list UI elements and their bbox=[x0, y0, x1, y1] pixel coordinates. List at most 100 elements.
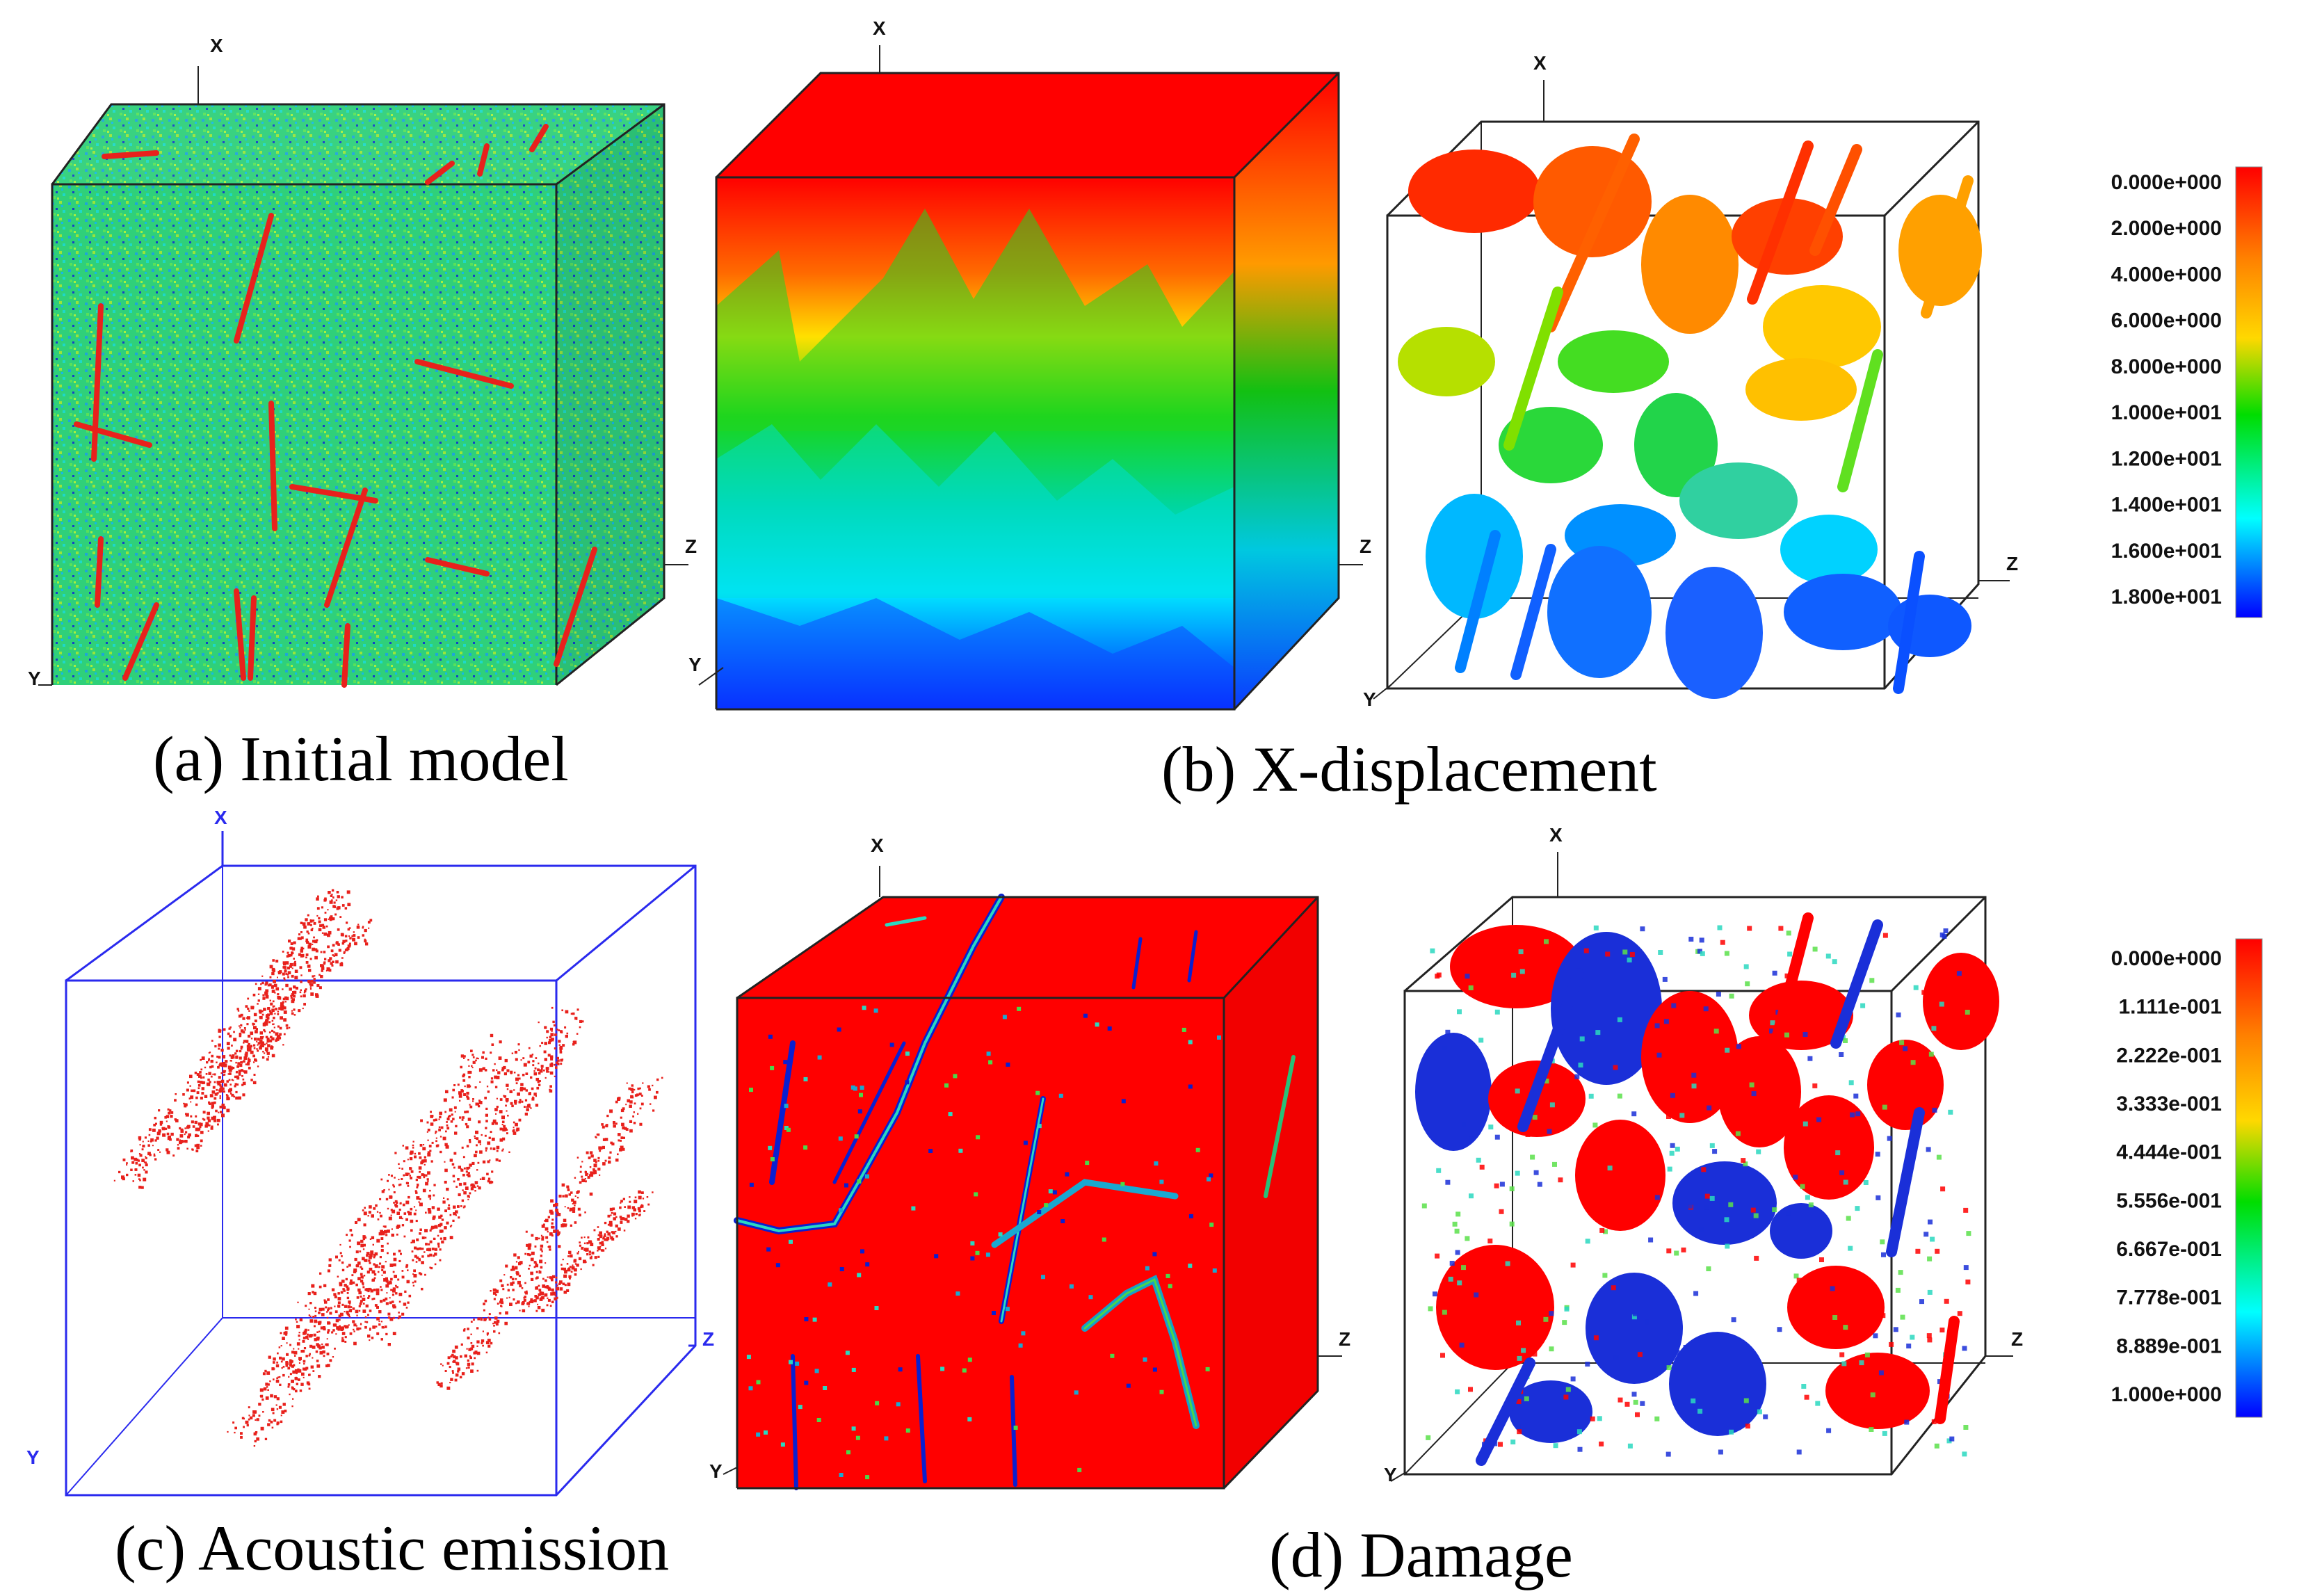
ae-event-point bbox=[537, 1306, 541, 1309]
damage-flaw-speck bbox=[1931, 1419, 1937, 1424]
ae-event-point bbox=[298, 953, 301, 956]
ae-event-point bbox=[309, 1319, 314, 1323]
ae-event-point bbox=[467, 1362, 471, 1367]
damage-flaw-speck bbox=[1521, 1348, 1526, 1353]
damage-flaw-speck bbox=[1613, 1065, 1618, 1070]
ae-event-point bbox=[464, 1354, 467, 1357]
damage-speck bbox=[860, 1249, 864, 1254]
ae-event-point bbox=[549, 1035, 552, 1039]
ae-event-point bbox=[538, 1293, 541, 1296]
damage-speck bbox=[838, 1136, 843, 1141]
ae-event-point bbox=[347, 903, 351, 907]
ae-event-point bbox=[562, 1282, 565, 1286]
ae-event-point bbox=[233, 1031, 235, 1033]
ae-event-point bbox=[396, 1233, 398, 1236]
ae-event-point bbox=[201, 1087, 204, 1090]
ae-event-point bbox=[137, 1159, 140, 1162]
ae-event-point bbox=[447, 1207, 451, 1210]
ae-event-point bbox=[322, 965, 325, 967]
ae-event-point bbox=[308, 1308, 310, 1310]
ae-event-point bbox=[257, 1065, 259, 1067]
colorbar-tick-label: 2.000e+000 bbox=[2111, 217, 2222, 240]
damage-flaw-speck bbox=[1654, 1195, 1660, 1200]
damage-flaw-speck bbox=[1704, 1193, 1710, 1199]
ae-event-point bbox=[243, 1070, 245, 1073]
ae-event-point bbox=[265, 1035, 268, 1039]
ae-event-point bbox=[637, 1113, 639, 1115]
ae-event-point bbox=[427, 1151, 430, 1154]
ae-event-point bbox=[280, 1016, 283, 1020]
ae-event-point bbox=[134, 1157, 138, 1161]
ae-event-point bbox=[472, 1098, 474, 1100]
ae-event-point bbox=[414, 1155, 417, 1159]
ae-event-point bbox=[583, 1236, 586, 1239]
damage-flaw-speck bbox=[1808, 1202, 1814, 1208]
colorbar-tick-label: 0.000e+000 bbox=[2111, 171, 2222, 194]
ae-event-point bbox=[369, 1262, 371, 1264]
ae-event-point bbox=[453, 1166, 455, 1169]
ae-event-point bbox=[330, 917, 334, 921]
ae-event-point bbox=[549, 1071, 554, 1075]
ae-event-point bbox=[608, 1160, 611, 1164]
ae-event-point bbox=[209, 1081, 211, 1083]
ae-event-point bbox=[449, 1159, 453, 1162]
damage-speck bbox=[1074, 1390, 1079, 1395]
ae-event-point bbox=[530, 1271, 533, 1275]
ae-event-point bbox=[213, 1097, 217, 1100]
ae-event-point bbox=[347, 928, 350, 931]
damage-flaw-speck bbox=[1709, 1195, 1715, 1201]
ae-event-point bbox=[565, 1010, 569, 1014]
ae-event-point bbox=[209, 1094, 213, 1097]
ae-event-point bbox=[191, 1120, 194, 1124]
ae-event-point bbox=[279, 1033, 282, 1036]
damage-speck bbox=[1069, 1284, 1074, 1289]
ae-event-point bbox=[540, 1255, 542, 1257]
ae-event-point bbox=[430, 1266, 433, 1270]
ae-event-point bbox=[291, 1360, 293, 1363]
ae-event-point bbox=[476, 1185, 479, 1187]
ae-event-point bbox=[635, 1213, 638, 1216]
ae-event-point bbox=[384, 1225, 387, 1228]
ae-event-point bbox=[534, 1295, 538, 1298]
ae-event-point bbox=[248, 1049, 250, 1051]
damage-speck bbox=[975, 1250, 980, 1255]
ae-event-point bbox=[190, 1115, 193, 1118]
ae-event-point bbox=[138, 1178, 140, 1180]
ae-event-point bbox=[401, 1312, 405, 1316]
ae-event-point bbox=[574, 1221, 577, 1224]
ae-event-point bbox=[179, 1140, 182, 1145]
ae-event-point bbox=[242, 1081, 246, 1086]
ae-event-point bbox=[604, 1233, 606, 1235]
ae-event-point bbox=[474, 1190, 476, 1192]
ae-event-point bbox=[629, 1200, 631, 1203]
ae-event-point bbox=[298, 1348, 300, 1350]
ae-event-point bbox=[374, 1264, 378, 1268]
ae-event-point bbox=[369, 1339, 371, 1341]
ae-event-point bbox=[444, 1168, 448, 1172]
ae-event-point bbox=[499, 1110, 503, 1113]
damage-speck bbox=[1005, 1307, 1010, 1312]
damage-flaw-speck bbox=[1927, 1256, 1933, 1262]
damage-speck bbox=[804, 1380, 809, 1385]
ae-event-point bbox=[213, 1101, 216, 1104]
ae-event-point bbox=[194, 1120, 197, 1125]
ae-event-point bbox=[346, 1288, 350, 1291]
ae-event-point bbox=[380, 1321, 382, 1323]
ae-event-point bbox=[564, 1270, 567, 1274]
ae-event-point bbox=[549, 1248, 551, 1251]
ae-event-point bbox=[641, 1191, 644, 1194]
ae-event-point bbox=[570, 1271, 573, 1273]
ae-event-point bbox=[588, 1174, 592, 1177]
ae-event-point bbox=[357, 936, 360, 939]
colorbar-tick-label: 1.400e+001 bbox=[2111, 494, 2222, 517]
ae-event-point bbox=[240, 1047, 243, 1050]
ae-event-point bbox=[331, 1288, 335, 1291]
ae-event-point bbox=[217, 1123, 219, 1126]
ae-event-point bbox=[600, 1147, 603, 1150]
damage-flaw-speck bbox=[1536, 1307, 1542, 1312]
ae-event-point bbox=[562, 1259, 564, 1261]
ae-event-point bbox=[541, 1296, 545, 1300]
ae-event-point bbox=[393, 1191, 396, 1193]
ae-event-point bbox=[446, 1386, 451, 1390]
ae-event-point bbox=[277, 1035, 281, 1038]
